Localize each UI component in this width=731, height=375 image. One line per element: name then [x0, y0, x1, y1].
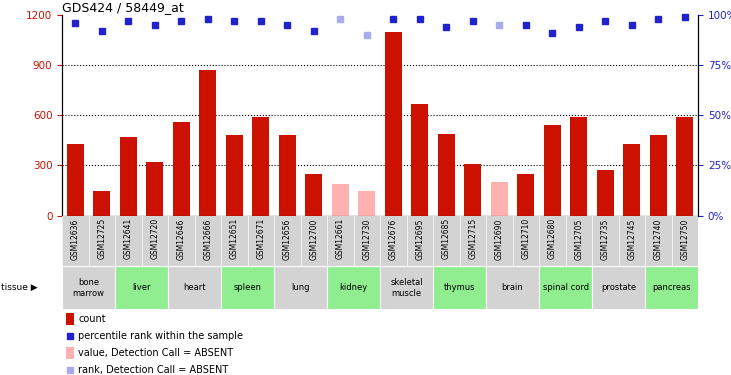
- Bar: [518, 174, 534, 216]
- Bar: [226, 135, 243, 216]
- Text: GSM12725: GSM12725: [97, 218, 107, 259]
- Bar: [173, 122, 190, 216]
- Text: prostate: prostate: [601, 284, 636, 292]
- Text: GSM12690: GSM12690: [495, 218, 504, 259]
- Text: GSM12671: GSM12671: [257, 218, 265, 259]
- Bar: [358, 190, 376, 216]
- Bar: [433, 266, 486, 309]
- Bar: [676, 117, 694, 216]
- Bar: [327, 266, 380, 309]
- Bar: [544, 125, 561, 216]
- Text: thymus: thymus: [444, 284, 475, 292]
- Bar: [385, 32, 402, 216]
- Text: GSM12651: GSM12651: [230, 218, 239, 259]
- Text: liver: liver: [132, 284, 151, 292]
- Bar: [274, 266, 327, 309]
- Bar: [491, 182, 508, 216]
- Bar: [332, 184, 349, 216]
- Text: spinal cord: spinal cord: [542, 284, 588, 292]
- Text: GSM12705: GSM12705: [575, 218, 583, 259]
- Bar: [66, 314, 75, 325]
- Text: GSM12710: GSM12710: [521, 218, 531, 259]
- Bar: [570, 117, 588, 216]
- Text: GSM12745: GSM12745: [627, 218, 637, 259]
- Bar: [200, 70, 216, 216]
- Text: GSM12720: GSM12720: [151, 218, 159, 259]
- Bar: [650, 135, 667, 216]
- Bar: [279, 135, 296, 216]
- Text: GSM12666: GSM12666: [203, 218, 213, 259]
- Text: GSM12641: GSM12641: [124, 218, 133, 259]
- Text: GSM12646: GSM12646: [177, 218, 186, 259]
- Text: spleen: spleen: [234, 284, 262, 292]
- Text: pancreas: pancreas: [652, 284, 691, 292]
- Bar: [464, 164, 482, 216]
- Bar: [412, 104, 428, 216]
- Bar: [645, 266, 698, 309]
- Text: GSM12680: GSM12680: [548, 218, 557, 259]
- Bar: [380, 266, 433, 309]
- Text: GSM12636: GSM12636: [71, 218, 80, 259]
- Text: GSM12656: GSM12656: [283, 218, 292, 259]
- Bar: [62, 266, 115, 309]
- Bar: [94, 190, 110, 216]
- Bar: [221, 266, 274, 309]
- Text: GSM12730: GSM12730: [363, 218, 371, 259]
- Text: rank, Detection Call = ABSENT: rank, Detection Call = ABSENT: [78, 365, 228, 375]
- Bar: [596, 171, 614, 216]
- Text: GSM12685: GSM12685: [442, 218, 451, 259]
- Bar: [67, 144, 84, 216]
- Text: count: count: [78, 314, 106, 324]
- Bar: [66, 347, 75, 359]
- Bar: [120, 137, 137, 216]
- Text: kidney: kidney: [339, 284, 368, 292]
- Bar: [168, 266, 221, 309]
- Bar: [539, 266, 592, 309]
- Bar: [438, 134, 455, 216]
- Text: GSM12750: GSM12750: [681, 218, 689, 259]
- Text: heart: heart: [183, 284, 206, 292]
- Text: GDS424 / 58449_at: GDS424 / 58449_at: [62, 1, 184, 14]
- Text: skeletal
muscle: skeletal muscle: [390, 278, 423, 297]
- Text: GSM12735: GSM12735: [601, 218, 610, 259]
- Text: GSM12676: GSM12676: [389, 218, 398, 259]
- Text: value, Detection Call = ABSENT: value, Detection Call = ABSENT: [78, 348, 233, 358]
- Text: bone
marrow: bone marrow: [72, 278, 105, 297]
- Text: lung: lung: [292, 284, 310, 292]
- Bar: [306, 174, 322, 216]
- Text: tissue ▶: tissue ▶: [1, 284, 37, 292]
- Bar: [592, 266, 645, 309]
- Text: brain: brain: [501, 284, 523, 292]
- Text: GSM12661: GSM12661: [336, 218, 345, 259]
- Bar: [115, 266, 168, 309]
- Bar: [624, 144, 640, 216]
- Text: percentile rank within the sample: percentile rank within the sample: [78, 331, 243, 341]
- Text: GSM12715: GSM12715: [469, 218, 477, 259]
- Bar: [146, 162, 164, 216]
- Text: GSM12700: GSM12700: [309, 218, 319, 259]
- Text: GSM12740: GSM12740: [654, 218, 663, 259]
- Bar: [486, 266, 539, 309]
- Text: GSM12695: GSM12695: [415, 218, 425, 259]
- Bar: [252, 117, 270, 216]
